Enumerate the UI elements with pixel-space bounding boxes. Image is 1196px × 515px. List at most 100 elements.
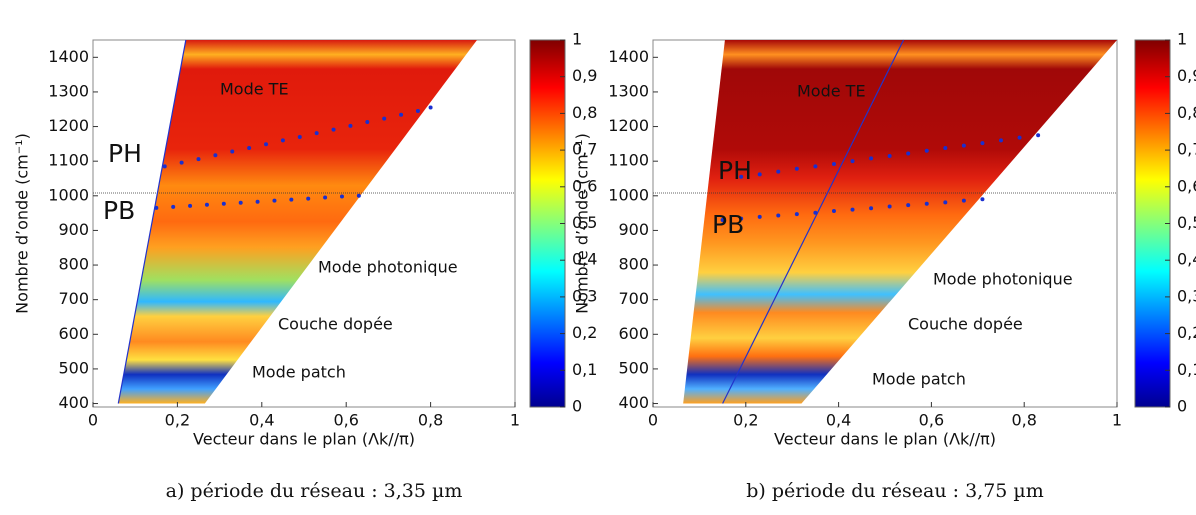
mode-point [179, 160, 184, 165]
mode-point [399, 112, 404, 117]
annotation: Mode patch [252, 363, 346, 382]
x-tick-label: 0,8 [1011, 411, 1036, 430]
mode-point [162, 164, 167, 169]
y-tick-label: 800 [618, 255, 649, 274]
mode-point [154, 205, 159, 210]
colorbar-tick-label: 0,6 [1177, 176, 1196, 195]
series-label: PH [108, 139, 142, 168]
mode-point [1017, 135, 1022, 140]
x-tick-label: 0,8 [418, 411, 443, 430]
x-axis-label: Vecteur dans le plan (Λk//π) [193, 430, 415, 449]
y-tick-label: 1400 [608, 47, 649, 66]
x-tick-label: 0,4 [249, 411, 274, 430]
x-axis-label: Vecteur dans le plan (Λk//π) [774, 430, 996, 449]
colorbar [529, 39, 566, 408]
mode-point [999, 138, 1003, 143]
mode-point [943, 200, 948, 205]
heatmap [118, 40, 478, 404]
light-line [722, 39, 905, 404]
y-tick-label: 400 [58, 393, 89, 412]
mode-point [906, 151, 911, 156]
y-tick-label: 700 [618, 289, 649, 308]
y-tick-label: 1200 [48, 116, 89, 135]
y-tick-label: 500 [58, 358, 89, 377]
x-tick-label: 1 [1112, 411, 1122, 430]
colorbar-tick-label: 0,1 [1177, 360, 1196, 379]
mode-point [794, 166, 799, 171]
y-tick-label: 900 [58, 220, 89, 239]
colorbar-tick-label: 0 [1177, 397, 1187, 416]
mode-point [323, 195, 328, 200]
mode-point [171, 204, 176, 209]
mode-point [331, 127, 336, 132]
heatmap [683, 40, 1117, 404]
mode-point [348, 123, 353, 128]
mode-point [869, 206, 874, 211]
mode-point [831, 209, 836, 214]
colorbar-tick-label: 0,8 [1177, 103, 1196, 122]
mode-point [382, 116, 387, 121]
mode-point [415, 108, 420, 113]
colorbar-tick-label: 0,7 [572, 140, 597, 159]
colorbar-tick-label: 0,3 [572, 286, 597, 305]
y-tick-label: 1100 [48, 151, 89, 170]
colorbar-tick-label: 0,4 [1177, 250, 1196, 269]
annotation: Mode TE [220, 80, 289, 99]
colorbar-tick-label: 0,7 [1177, 140, 1196, 159]
caption: b) période du réseau : 3,75 µm [746, 480, 1044, 502]
colorbar [1134, 39, 1171, 408]
mode-point [204, 202, 209, 207]
colorbar-tick-label: 0,5 [572, 213, 597, 232]
annotation: Couche dopée [908, 315, 1023, 334]
y-tick-label: 1000 [608, 185, 649, 204]
light-line [117, 39, 187, 404]
colorbar-tick-label: 0,3 [1177, 286, 1196, 305]
mode-point [356, 193, 361, 198]
annotation: Mode patch [872, 370, 966, 389]
x-tick-label: 0,4 [826, 411, 851, 430]
mode-point [297, 134, 302, 139]
mode-point [739, 174, 744, 179]
series-label: PB [103, 196, 135, 225]
colorbar-tick-label: 0 [572, 397, 582, 416]
mode-point [961, 143, 966, 148]
mode-point [230, 149, 235, 154]
mode-point [924, 148, 929, 153]
mode-point [757, 172, 762, 177]
x-tick-label: 1 [510, 411, 520, 430]
mode-point [247, 146, 252, 151]
mode-point [238, 200, 243, 205]
mode-point [1036, 133, 1041, 138]
mode-point [365, 120, 370, 125]
y-tick-label: 1100 [608, 151, 649, 170]
y-tick-label: 600 [58, 324, 89, 343]
mode-point [869, 156, 874, 161]
colorbar-tick-label: 0,9 [572, 66, 597, 85]
mode-point [924, 201, 929, 206]
y-tick-label: 500 [618, 358, 649, 377]
y-tick-label: 1200 [608, 116, 649, 135]
colorbar-tick-label: 0,8 [572, 103, 597, 122]
mode-point [306, 196, 311, 201]
colorbar-tick-label: 0,4 [572, 250, 597, 269]
colorbar-tick-label: 0,1 [572, 360, 597, 379]
mode-point [314, 131, 319, 136]
mode-point [961, 198, 966, 203]
mode-point [906, 203, 911, 208]
mode-point [943, 146, 948, 151]
mode-point [188, 203, 193, 208]
mode-point [776, 213, 781, 218]
mode-point [757, 214, 762, 219]
mode-point [887, 153, 892, 158]
y-tick-label: 900 [618, 220, 649, 239]
colorbar-tick-label: 0,2 [1177, 323, 1196, 342]
colorbar-tick-label: 0,5 [1177, 213, 1196, 232]
y-tick-label: 600 [618, 324, 649, 343]
mode-point [776, 169, 781, 174]
series-label: PH [718, 156, 752, 185]
x-tick-label: 0,2 [165, 411, 190, 430]
mode-point [280, 138, 285, 143]
y-tick-label: 800 [58, 255, 89, 274]
x-tick-label: 0,2 [733, 411, 758, 430]
